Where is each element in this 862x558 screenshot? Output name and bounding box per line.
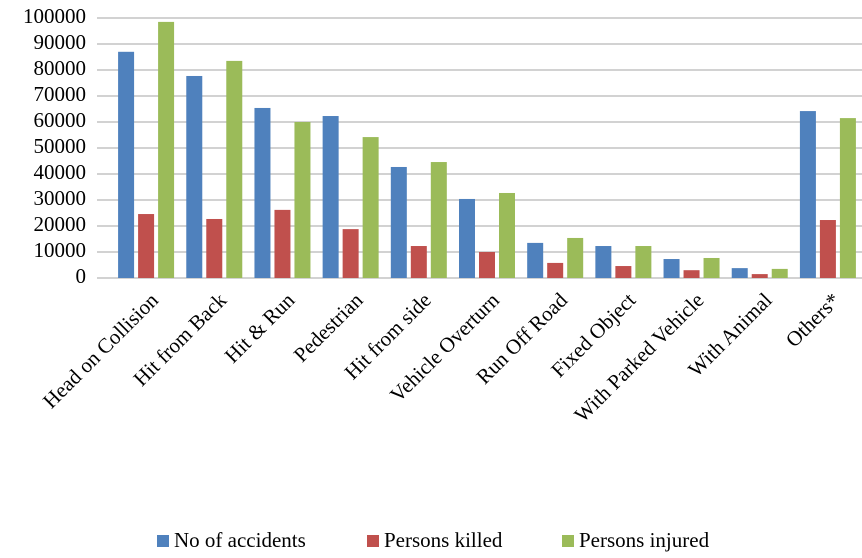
legend-swatch [157, 535, 169, 547]
bar [819, 220, 836, 278]
y-tick-label: 50000 [34, 134, 87, 158]
x-tick-label: Others* [781, 288, 845, 352]
legend-label: Persons injured [579, 528, 710, 552]
bar [390, 166, 407, 278]
y-tick-label: 90000 [34, 30, 87, 54]
bar [430, 162, 447, 278]
x-tick-label: Head on Collision [38, 288, 163, 413]
bar [186, 75, 203, 278]
x-tick-label: With Parked Vehicle [569, 288, 708, 427]
bar [567, 237, 584, 278]
bar [254, 107, 271, 279]
bar [751, 274, 768, 278]
y-tick-label: 10000 [34, 238, 87, 262]
bar [294, 122, 311, 278]
bar [731, 268, 748, 278]
bar [274, 209, 291, 278]
bar [635, 246, 652, 278]
bar [322, 116, 339, 279]
bar [206, 218, 223, 278]
bar [118, 51, 135, 278]
bar [703, 257, 720, 278]
legend-label: No of accidents [174, 528, 306, 552]
bar [410, 246, 427, 278]
y-tick-label: 20000 [34, 212, 87, 236]
bar [799, 111, 816, 278]
y-tick-label: 40000 [34, 160, 87, 184]
bar [459, 198, 475, 278]
legend-label: Persons killed [384, 528, 503, 552]
bar [771, 268, 788, 278]
y-tick-label: 80000 [34, 56, 87, 80]
bar [138, 214, 155, 278]
y-tick-label: 70000 [34, 82, 87, 106]
legend-swatch [367, 535, 379, 547]
y-tick-label: 60000 [34, 108, 87, 132]
bar [683, 270, 700, 278]
bar [839, 118, 856, 278]
y-tick-label: 0 [76, 264, 87, 288]
y-tick-label: 100000 [23, 4, 86, 28]
bar [499, 192, 515, 278]
bar [479, 252, 495, 278]
bar [547, 262, 564, 278]
bar [663, 259, 680, 278]
bar [615, 266, 632, 278]
bar [595, 246, 612, 278]
bar [158, 21, 175, 279]
bar [342, 229, 359, 278]
x-tick-label: Hit & Run [220, 288, 300, 368]
y-tick-label: 30000 [34, 186, 87, 210]
bar [527, 242, 544, 278]
bar [362, 137, 379, 278]
bar [226, 60, 243, 279]
legend-swatch [562, 535, 574, 547]
